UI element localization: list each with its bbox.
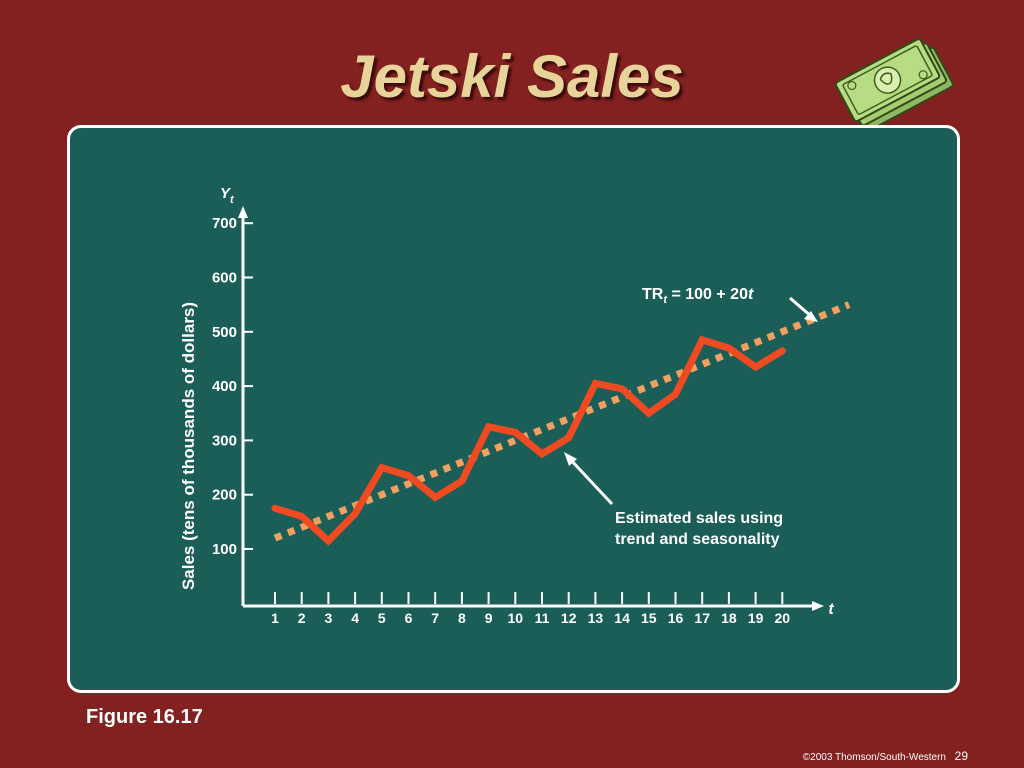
y-tick-label: 200: [212, 487, 237, 504]
trend-line: [273, 301, 851, 542]
chart-panel: Yt Sales (tens of thousands of dollars) 10…: [67, 125, 960, 693]
slide-title: Jetski Sales: [340, 43, 684, 110]
x-tick-label: 8: [458, 610, 466, 626]
figure-label: Figure 16.17: [86, 706, 203, 728]
x-tick-label: 13: [588, 610, 604, 626]
y-tick-label: 500: [212, 324, 237, 341]
x-tick-label: 10: [508, 610, 524, 626]
x-tick-label: 4: [351, 610, 359, 626]
x-axis-arrow: [812, 601, 824, 611]
trend-pointer-head: [804, 311, 818, 322]
y-tick-label: 300: [212, 432, 237, 449]
y-axis-symbol: Yt: [220, 185, 235, 206]
x-tick-label: 15: [641, 610, 657, 626]
x-tick-label: 14: [614, 610, 630, 626]
copyright-text: ©2003 Thomson/South-Western: [802, 752, 946, 763]
sales-line: [271, 335, 786, 546]
estimated-pointer-head: [564, 452, 577, 466]
x-tick-label: 17: [694, 610, 710, 626]
x-tick-label: 5: [378, 610, 386, 626]
x-tick-label: 20: [775, 610, 791, 626]
line-chart: Yt Sales (tens of thousands of dollars) 10…: [179, 185, 851, 626]
x-tick-label: 19: [748, 610, 764, 626]
x-tick-label: 12: [561, 610, 577, 626]
x-axis-title: t: [828, 601, 834, 618]
x-tick-label: 9: [485, 610, 493, 626]
y-tick-label: 400: [212, 378, 237, 395]
estimated-sales-label-line1: Estimated sales using: [615, 510, 783, 527]
x-tick-label: 7: [431, 610, 439, 626]
x-tick-label: 11: [535, 610, 550, 626]
x-tick-label: 16: [668, 610, 684, 626]
page-number: 29: [954, 749, 968, 763]
trend-equation-label: TRt = 100 + 20t: [642, 286, 754, 306]
estimated-pointer-arrow: [567, 456, 614, 506]
x-tick-label: 18: [721, 610, 737, 626]
estimated-sales-label-line2: trend and seasonality: [615, 531, 780, 548]
money-stack-icon: [834, 38, 954, 131]
x-tick-label: 2: [298, 610, 306, 626]
y-tick-label: 600: [212, 270, 237, 287]
x-tick-label: 6: [405, 610, 413, 626]
y-axis-title: Sales (tens of thousands of dollars): [179, 302, 198, 590]
x-tick-label: 1: [271, 610, 279, 626]
x-tick-label: 3: [325, 610, 333, 626]
y-tick-label: 100: [212, 541, 237, 558]
trend-pointer-arrow: [789, 296, 813, 319]
y-axis-arrow: [238, 206, 248, 218]
y-tick-label: 700: [212, 215, 237, 232]
